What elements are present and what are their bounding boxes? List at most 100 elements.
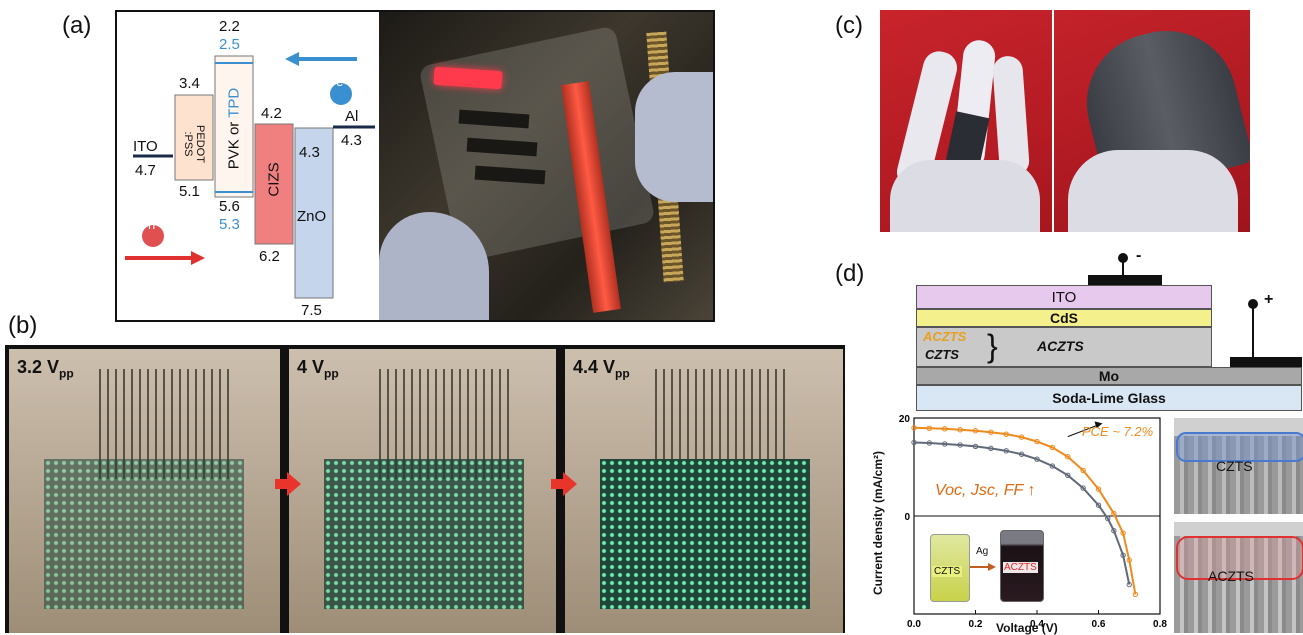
hole-circle (142, 225, 164, 247)
series-line-czts (913, 441, 1131, 585)
x-axis-label: Voltage (V) (996, 621, 1058, 635)
pedot-label: PEDOT :PSS (182, 110, 206, 170)
series-point-czts (1034, 456, 1040, 462)
series-point-czts (972, 443, 979, 450)
series-point-czts (1120, 552, 1126, 558)
pce-annotation: PCE ~ 7.2% (1082, 424, 1154, 439)
electrode-minus-sign: - (1136, 247, 1142, 264)
device-stack: - ITO CdS ACZTS CZTS } ACZTS Mo + Soda-L… (916, 247, 1302, 413)
red-arrow-1 (275, 472, 301, 496)
panel-c-photo-right (1054, 10, 1250, 232)
glove-right (635, 72, 713, 202)
series-point-czts (1049, 463, 1056, 469)
zno-label: ZnO (297, 208, 327, 225)
htl-label-prefix: PVK or (225, 117, 243, 170)
series-point-aczts (1120, 530, 1126, 536)
x-tick-label: 0.4 (1030, 619, 1044, 630)
al-label: Al (345, 108, 359, 125)
htl-label-alt: TPD (225, 87, 243, 118)
series-point-aczts (926, 425, 933, 431)
y-axis-label: Current density (mA/cm²) (871, 450, 885, 596)
led-matrix-photo-1 (9, 349, 280, 633)
czts-bottom-label: CZTS (925, 347, 959, 362)
series-point-aczts (1018, 434, 1025, 440)
glove-bottom (379, 212, 489, 320)
electrode-plus-pad (1230, 357, 1302, 367)
zno-top-value: 4.3 (299, 144, 320, 161)
sem-image-aczts: ACZTS (1174, 522, 1303, 633)
htl-level-box (214, 55, 254, 198)
ito-label: ITO (133, 138, 158, 155)
params-annotation: Voc, Jsc, FF ↑ (935, 482, 1036, 499)
vial-czts-label: CZTS (932, 566, 963, 577)
panel-a-frame: ITO 4.7 3.4 5.1 PEDOT :PSS 2.2 2.5 PVK o… (115, 10, 715, 322)
cds-layer: CdS (916, 309, 1212, 327)
series-point-aczts (1095, 486, 1102, 492)
voltage-label-3: 4.4 Vpp (573, 357, 630, 381)
cizs-level-box (254, 123, 294, 245)
jv-chart: 0.0 0.2 0.4 0.6 0.8 20 0 (899, 414, 1168, 630)
series-point-czts (911, 439, 917, 446)
ag-arrow (970, 563, 996, 571)
pedot-label-line1: PEDOT (194, 125, 206, 163)
panel-c-photo-left (880, 10, 1052, 232)
panel-label-d: (d) (835, 260, 865, 287)
x-tick-label: 0.0 (907, 619, 921, 630)
pedot-bottom-value: 5.1 (179, 183, 200, 200)
cizs-label: CIZS (265, 162, 283, 197)
pedot-label-line2: :PSS (182, 131, 194, 157)
led-matrix-photo-3 (565, 349, 843, 633)
series-point-czts (988, 445, 994, 452)
series-point-czts (942, 441, 948, 447)
series-point-aczts (988, 429, 994, 435)
sem-aczts-label: ACZTS (1208, 568, 1254, 584)
series-point-czts (1018, 451, 1025, 457)
series-point-czts (1105, 515, 1111, 522)
series-point-aczts (1126, 557, 1132, 563)
pce-arrow-head (1094, 421, 1103, 429)
series-point-czts (1095, 502, 1102, 508)
series-point-aczts (957, 427, 963, 433)
htl-top-alt-value: 2.5 (219, 36, 240, 53)
series-point-aczts (1132, 591, 1139, 598)
al-value: 4.3 (341, 132, 362, 149)
absorber-layer: ACZTS CZTS } ACZTS (916, 327, 1212, 367)
x-tick-label: 0.6 (1092, 619, 1106, 630)
series-point-aczts (942, 426, 948, 432)
htl-bottom-alt-value: 5.3 (219, 216, 240, 233)
zno-bottom-value: 7.5 (301, 302, 322, 319)
series-point-aczts (1080, 467, 1086, 474)
htl-label: PVK or TPD (223, 76, 245, 186)
series-point-aczts (1111, 510, 1117, 517)
series-point-czts (1065, 472, 1071, 479)
glass-layer: Soda-Lime Glass (916, 385, 1302, 411)
ito-layer: ITO (916, 285, 1212, 309)
electron-symbol: e (336, 74, 344, 89)
x-tick-label: 0.8 (1153, 619, 1167, 630)
x-tick-label: 0.2 (969, 619, 983, 630)
series-point-czts (1080, 485, 1086, 491)
vial-aczts-label: ACZTS (1003, 562, 1038, 573)
htl-top-value: 2.2 (219, 18, 240, 35)
energy-level-diagram (125, 52, 375, 299)
series-point-aczts (1034, 438, 1040, 445)
voltage-label-2: 4 Vpp (297, 357, 339, 381)
series-point-czts (1126, 581, 1132, 588)
series-point-aczts (1065, 454, 1071, 460)
ito-value: 4.7 (135, 162, 156, 179)
pedot-top-value: 3.4 (179, 75, 200, 92)
panel-label-c: (c) (835, 12, 863, 39)
sem-image-czts: CZTS (1174, 418, 1303, 514)
cizs-bottom-value: 6.2 (259, 248, 280, 265)
electrode-minus-pad (1088, 275, 1162, 285)
series-point-czts (1111, 528, 1117, 534)
y-tick-label: 20 (899, 414, 911, 425)
series-point-aczts (1049, 444, 1056, 451)
electron-circle (330, 83, 352, 105)
y-tick-label: 0 (904, 512, 910, 523)
led-matrix-photo-2 (289, 349, 556, 633)
series-line-aczts (913, 426, 1137, 595)
sem-czts-label: CZTS (1216, 458, 1253, 474)
aczts-main-label: ACZTS (1037, 338, 1084, 354)
flexible-qled-photo (379, 12, 713, 320)
